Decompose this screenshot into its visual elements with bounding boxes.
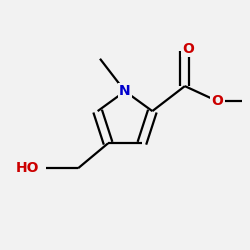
Text: O: O	[183, 42, 194, 56]
Text: N: N	[119, 84, 131, 98]
Text: O: O	[212, 94, 223, 108]
Text: HO: HO	[16, 161, 39, 175]
